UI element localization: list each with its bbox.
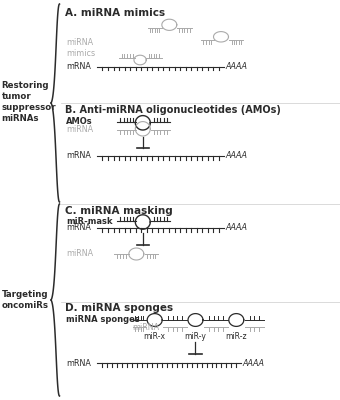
Text: AAAA: AAAA — [225, 62, 247, 71]
Text: AAAA: AAAA — [243, 359, 265, 368]
Text: mRNA: mRNA — [66, 152, 91, 160]
Text: AMOs: AMOs — [66, 118, 93, 126]
Text: B. Anti-miRNA oligonucleotides (AMOs): B. Anti-miRNA oligonucleotides (AMOs) — [65, 105, 280, 115]
Text: miRNA: miRNA — [66, 125, 94, 134]
Text: C. miRNA masking: C. miRNA masking — [65, 206, 172, 216]
Text: miRNA
mimics: miRNA mimics — [66, 38, 96, 58]
Text: mRNA: mRNA — [66, 224, 91, 232]
Text: miR-x: miR-x — [144, 332, 166, 341]
Text: AAAA: AAAA — [225, 224, 247, 232]
Text: Restoring
tumor
suppressor
miRNAs: Restoring tumor suppressor miRNAs — [2, 81, 56, 123]
Text: miR-mask: miR-mask — [66, 217, 113, 226]
Text: miR-y: miR-y — [185, 332, 206, 341]
Text: miRNA: miRNA — [66, 250, 94, 258]
Text: A. miRNA mimics: A. miRNA mimics — [65, 8, 165, 18]
Text: mRNA: mRNA — [66, 62, 91, 71]
Text: D. miRNA sponges: D. miRNA sponges — [65, 303, 173, 313]
Text: Targeting
oncomiRs: Targeting oncomiRs — [2, 290, 49, 310]
Text: miR-z: miR-z — [225, 332, 247, 341]
Text: miRNA: miRNA — [133, 323, 160, 332]
Text: AAAA: AAAA — [225, 152, 247, 160]
Text: miRNA sponges: miRNA sponges — [66, 316, 140, 324]
Text: mRNA: mRNA — [66, 359, 91, 368]
